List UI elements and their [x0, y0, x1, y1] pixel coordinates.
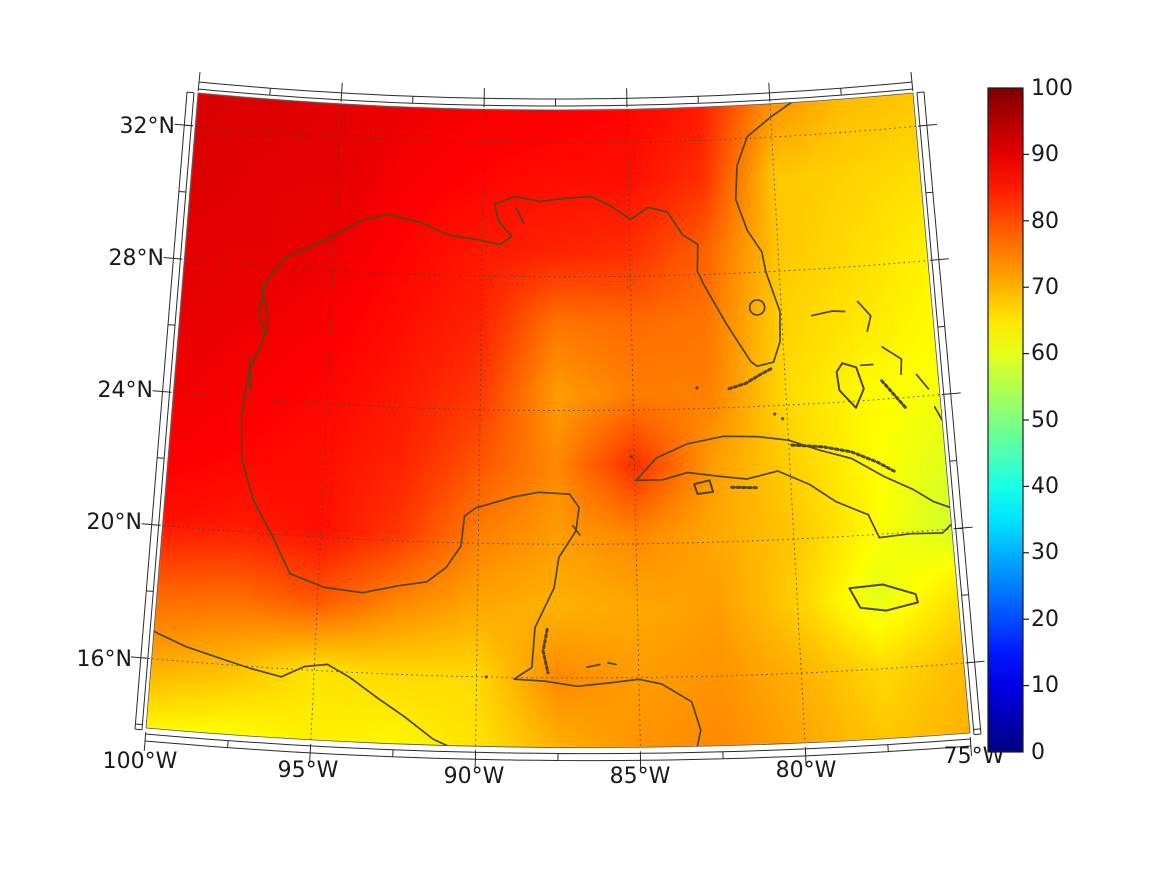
lat-tick-label: 16°N — [77, 647, 132, 672]
colorbar-tick-label: 70 — [1031, 275, 1059, 300]
lat-tick-label: 20°N — [87, 510, 142, 535]
lon-tick-label: 80°W — [776, 758, 837, 783]
colorbar-tick-label: 40 — [1031, 474, 1059, 499]
lon-tick-label: 90°W — [444, 764, 505, 789]
colorbar-tick-label: 20 — [1031, 607, 1059, 632]
colorbar-tick-label: 10 — [1031, 673, 1059, 698]
lon-tick-label: 95°W — [278, 758, 339, 783]
colorbar-tick-label: 60 — [1031, 341, 1059, 366]
colorbar-tick-label: 80 — [1031, 209, 1059, 234]
lat-tick-label: 32°N — [120, 114, 175, 139]
colorbar-tick-label: 90 — [1031, 142, 1059, 167]
map-boundary — [145, 92, 971, 748]
lon-tick-label: 85°W — [610, 764, 671, 789]
colorbar-ticks — [1023, 153, 1029, 687]
colorbar-tick-label: 50 — [1031, 408, 1059, 433]
colorbar-tick-label: 30 — [1031, 540, 1059, 565]
colorbar-tick-label: 100 — [1031, 76, 1073, 101]
lat-tick-label: 28°N — [109, 246, 164, 271]
coastlines — [150, 99, 957, 748]
axis-tick-labels: 32°N 28°N 24°N 20°N 16°N 100°W 95°W 90°W… — [77, 114, 1005, 789]
lat-tick-label: 24°N — [98, 378, 153, 403]
colorbar-gradient-bar — [987, 87, 1024, 753]
map-frame — [130, 72, 985, 771]
graticule-gridlines — [151, 103, 964, 748]
colorbar-tick-labels: 0 10 20 30 40 50 60 70 80 90 100 — [1031, 76, 1073, 765]
lon-tick-label: 100°W — [103, 749, 178, 774]
colorbar-tick-label: 0 — [1031, 740, 1045, 765]
colorbar: 0 10 20 30 40 50 60 70 80 90 100 — [987, 76, 1073, 765]
